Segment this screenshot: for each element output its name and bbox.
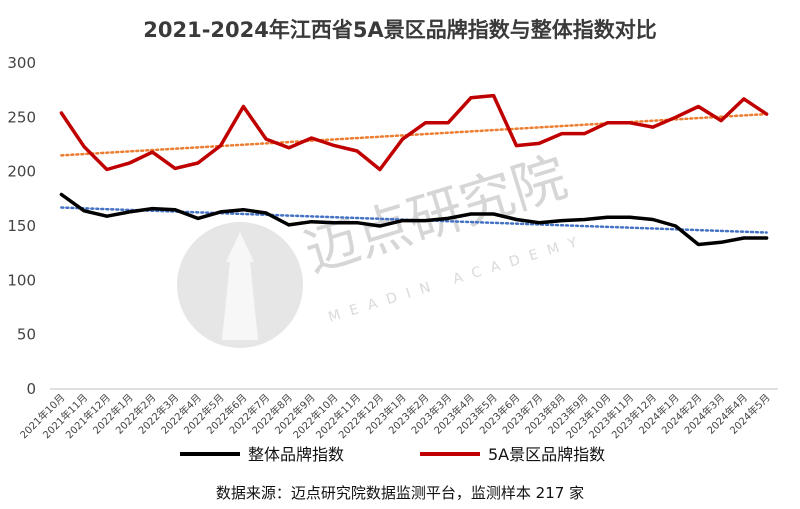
legend-label: 整体品牌指数 [248, 445, 344, 464]
y-tick-label: 50 [17, 326, 36, 344]
y-tick-label: 200 [7, 163, 36, 181]
watermark-tower-icon [222, 232, 258, 340]
source-note: 数据来源：迈点研究院数据监测平台，监测样本 217 家 [215, 484, 585, 502]
legend-label: 5A景区品牌指数 [488, 445, 605, 464]
series-lines [59, 93, 769, 247]
y-tick-label: 0 [26, 380, 36, 398]
series-line [59, 192, 769, 247]
y-tick-label: 250 [7, 108, 36, 126]
chart-title: 2021-2024年江西省5A景区品牌指数与整体指数对比 [143, 18, 657, 42]
y-tick-label: 150 [7, 217, 36, 235]
series-line [59, 93, 769, 172]
y-tick-label: 300 [7, 54, 36, 72]
trendline [60, 112, 768, 157]
watermark: 迈点研究院 MEADIN ACADEMY [177, 145, 589, 348]
y-axis: 0 50 100 150 200 250 300 [7, 54, 36, 398]
legend: 整体品牌指数 5A景区品牌指数 [180, 445, 605, 464]
x-axis: 2021年10月2021年11月2021年12月2022年1月2022年2月20… [17, 388, 778, 441]
y-tick-label: 100 [7, 271, 36, 289]
